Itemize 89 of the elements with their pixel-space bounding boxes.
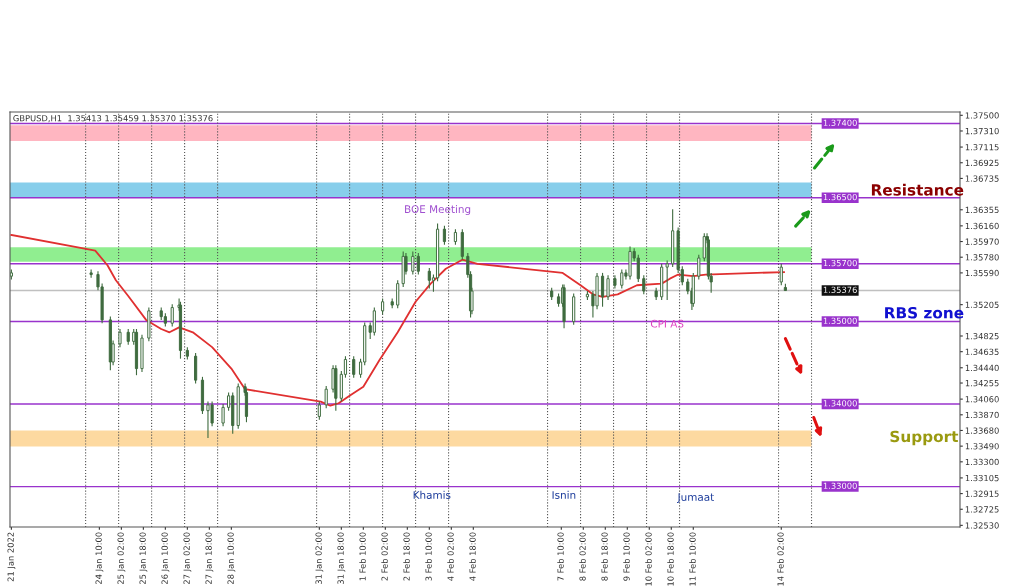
y-tick-label: 1.32915: [965, 490, 999, 497]
y-tick-label: 1.37500: [965, 112, 999, 119]
x-tick-label: 2 Feb 18:00: [403, 532, 410, 581]
candlestick: [396, 279, 400, 309]
y-tick-label: 1.33300: [965, 458, 999, 466]
x-tick-label: 27 Jan 18:00: [205, 532, 214, 585]
annotation: Khamis: [413, 490, 451, 499]
x-tick-label: 8 Feb 18:00: [601, 532, 608, 581]
y-tick-label: 1.33105: [965, 474, 999, 482]
y-tick-label: 1.33490: [965, 443, 999, 450]
ref-line-label: 1.36500: [823, 193, 857, 201]
x-tick-label: 31 Jan 18:00: [337, 532, 346, 584]
candlestick: [636, 254, 640, 283]
y-tick-label: 1.37310: [965, 127, 999, 135]
x-tick-label: 24 Jan 10:00: [95, 532, 104, 585]
candlestick: [170, 303, 174, 328]
y-tick-label: 1.34825: [965, 332, 999, 340]
y-tick-label: 1.36355: [965, 206, 999, 214]
candlestick: [352, 355, 356, 379]
y-tick-label: 1.33680: [965, 427, 999, 434]
candlestick: [600, 272, 605, 308]
y-tick-label: 1.35590: [965, 269, 999, 277]
x-tick-label: 4 Feb 02:00: [447, 532, 454, 581]
x-tick-label: 3 Feb 10:00: [425, 532, 432, 581]
ref-line-label: 1.33000: [823, 482, 857, 489]
x-tick-label: 25 Jan 02:00: [117, 532, 126, 585]
x-tick-label: 1 Feb 10:00: [359, 532, 366, 581]
y-tick-label: 1.33870: [965, 411, 999, 419]
x-tick-label: 14 Feb 02:00: [777, 532, 784, 586]
candlestick: [427, 267, 431, 290]
x-tick-label: 7 Feb 10:00: [557, 532, 564, 581]
annotation: RBS zone: [885, 306, 964, 319]
y-tick-label: 1.36735: [965, 175, 999, 182]
annotation: Jumaat: [677, 493, 714, 503]
candlestick: [416, 252, 420, 276]
x-tick-label: 11 Feb 10:00: [689, 532, 696, 586]
candlestick: [221, 403, 225, 427]
y-tick-label: 1.34635: [965, 348, 999, 355]
annotation: Resistance: [871, 183, 964, 196]
candlestick: [324, 385, 328, 409]
y-tick-label: 1.37115: [965, 144, 999, 151]
candlestick: [206, 401, 210, 439]
candlestick: [442, 225, 447, 246]
candlestick: [642, 274, 646, 295]
ref-line-label: 1.35000: [823, 317, 857, 324]
x-tick-label: 8 Feb 02:00: [579, 532, 586, 581]
x-tick-label: 28 Jan 10:00: [227, 532, 236, 585]
y-tick-label: 1.36160: [965, 222, 999, 230]
candlestick: [620, 269, 624, 290]
candlestick: [317, 401, 321, 421]
annotation: Isnin: [552, 490, 576, 499]
y-tick-label: 1.35205: [965, 301, 999, 308]
y-tick-label: 1.34255: [965, 380, 999, 387]
candlestick: [779, 263, 783, 286]
x-tick-label: 31 Jan 02:00: [315, 532, 324, 584]
annotation: Support: [890, 430, 959, 446]
candlestick: [411, 250, 415, 276]
ref-line-label: 1.34000: [823, 400, 857, 407]
candlestick: [89, 269, 93, 279]
line-series: [10, 234, 785, 407]
y-tick-label: 1.32725: [965, 506, 999, 513]
candlestick: [606, 274, 610, 301]
x-tick-label: 25 Jan 18:00: [139, 532, 148, 585]
y-tick-label: 1.36925: [965, 159, 999, 167]
y-tick-label: 1.34060: [965, 396, 999, 403]
candlestick: [665, 259, 669, 301]
x-tick-label: 10 Feb 18:00: [667, 532, 674, 586]
x-tick-label: 4 Feb 18:00: [469, 532, 476, 581]
x-tick-label: 26 Jan 10:00: [161, 532, 170, 585]
x-tick-label: 10 Feb 02:00: [645, 532, 652, 586]
annotation: GBPUSD,H1 1.35413 1.35459 1.35370 1.35376: [13, 115, 213, 123]
x-tick-label: 21 Jan 2022: [7, 532, 16, 582]
ref-line-label: 1.37400: [823, 119, 857, 126]
y-tick-label: 1.34440: [965, 364, 999, 372]
y-tick-label: 1.35970: [965, 238, 999, 245]
x-tick-label: 2 Feb 02:00: [381, 532, 388, 581]
ref-line-label: 1.35700: [823, 259, 857, 267]
annotation: BOE Meeting: [405, 204, 471, 216]
candlestick: [194, 352, 198, 384]
y-tick-label: 1.32530: [965, 522, 999, 529]
candlestick: [372, 306, 376, 337]
candlestick: [697, 254, 701, 281]
candlestick: [118, 328, 122, 348]
annotation: CPI AS: [650, 319, 684, 328]
y-tick-label: 1.35780: [965, 254, 999, 261]
x-tick-label: 9 Feb 10:00: [623, 532, 630, 581]
x-tick-label: 27 Jan 02:00: [183, 532, 192, 585]
candlestick: [460, 228, 464, 261]
ref-line-label: 1.35376: [823, 286, 857, 293]
